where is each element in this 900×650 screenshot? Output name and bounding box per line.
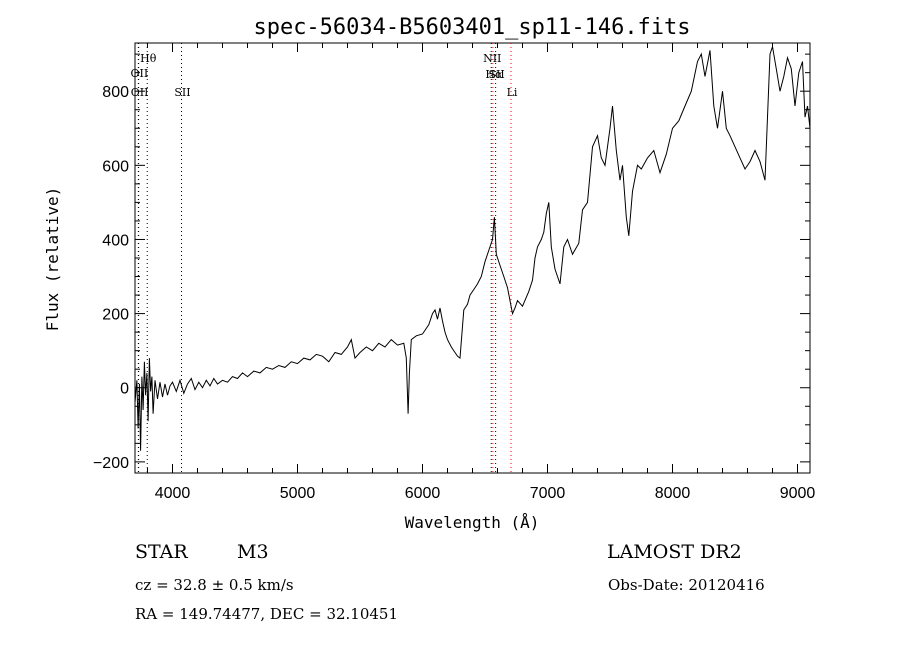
y-tick-label: 400 (102, 232, 129, 249)
x-tick-label: 6000 (405, 485, 441, 502)
x-tick-label: 5000 (280, 485, 316, 502)
survey-name: LAMOST DR2 (607, 541, 742, 563)
coordinates-text: RA = 149.74477, DEC = 32.10451 (135, 605, 399, 623)
x-tick-label: 4000 (155, 485, 191, 502)
x-tick-label: 8000 (655, 485, 691, 502)
x-tick-label: 7000 (530, 485, 566, 502)
spectrum-line (134, 46, 811, 451)
plot-area: 4000 5000 6000 7000 8000 9000 −200 0 200 400 600 80… (93, 42, 816, 502)
line-marker-label: OII (131, 67, 149, 80)
object-type: STAR (135, 541, 188, 563)
line-marker-label: SII (174, 86, 190, 99)
y-tick-label: 800 (102, 84, 129, 101)
x-tick-label: 9000 (780, 485, 816, 502)
line-marker-label: NII (483, 52, 501, 65)
y-tick-label: 0 (120, 381, 129, 398)
line-marker-label: Li (507, 86, 518, 99)
obs-date-text: Obs-Date: 20120416 (608, 576, 765, 594)
plot-frame (134, 42, 811, 474)
y-tick-label: 200 (102, 307, 129, 324)
line-marker-label: Hα (485, 68, 503, 81)
line-marker-label: Hθ (140, 52, 157, 65)
line-marker-label: SII (489, 68, 505, 81)
y-axis-label: Flux (relative) (43, 187, 62, 332)
chart-title: spec-56034-B5603401_sp11-146.fits (253, 15, 690, 40)
line-marker-label: OII (131, 86, 149, 99)
x-axis-label: Wavelength (Å) (405, 513, 540, 532)
redshift-text: cz = 32.8 ± 0.5 km/s (135, 576, 294, 594)
y-tick-label: −200 (93, 455, 129, 472)
object-subclass: M3 (237, 541, 269, 563)
y-tick-label: 600 (102, 158, 129, 175)
